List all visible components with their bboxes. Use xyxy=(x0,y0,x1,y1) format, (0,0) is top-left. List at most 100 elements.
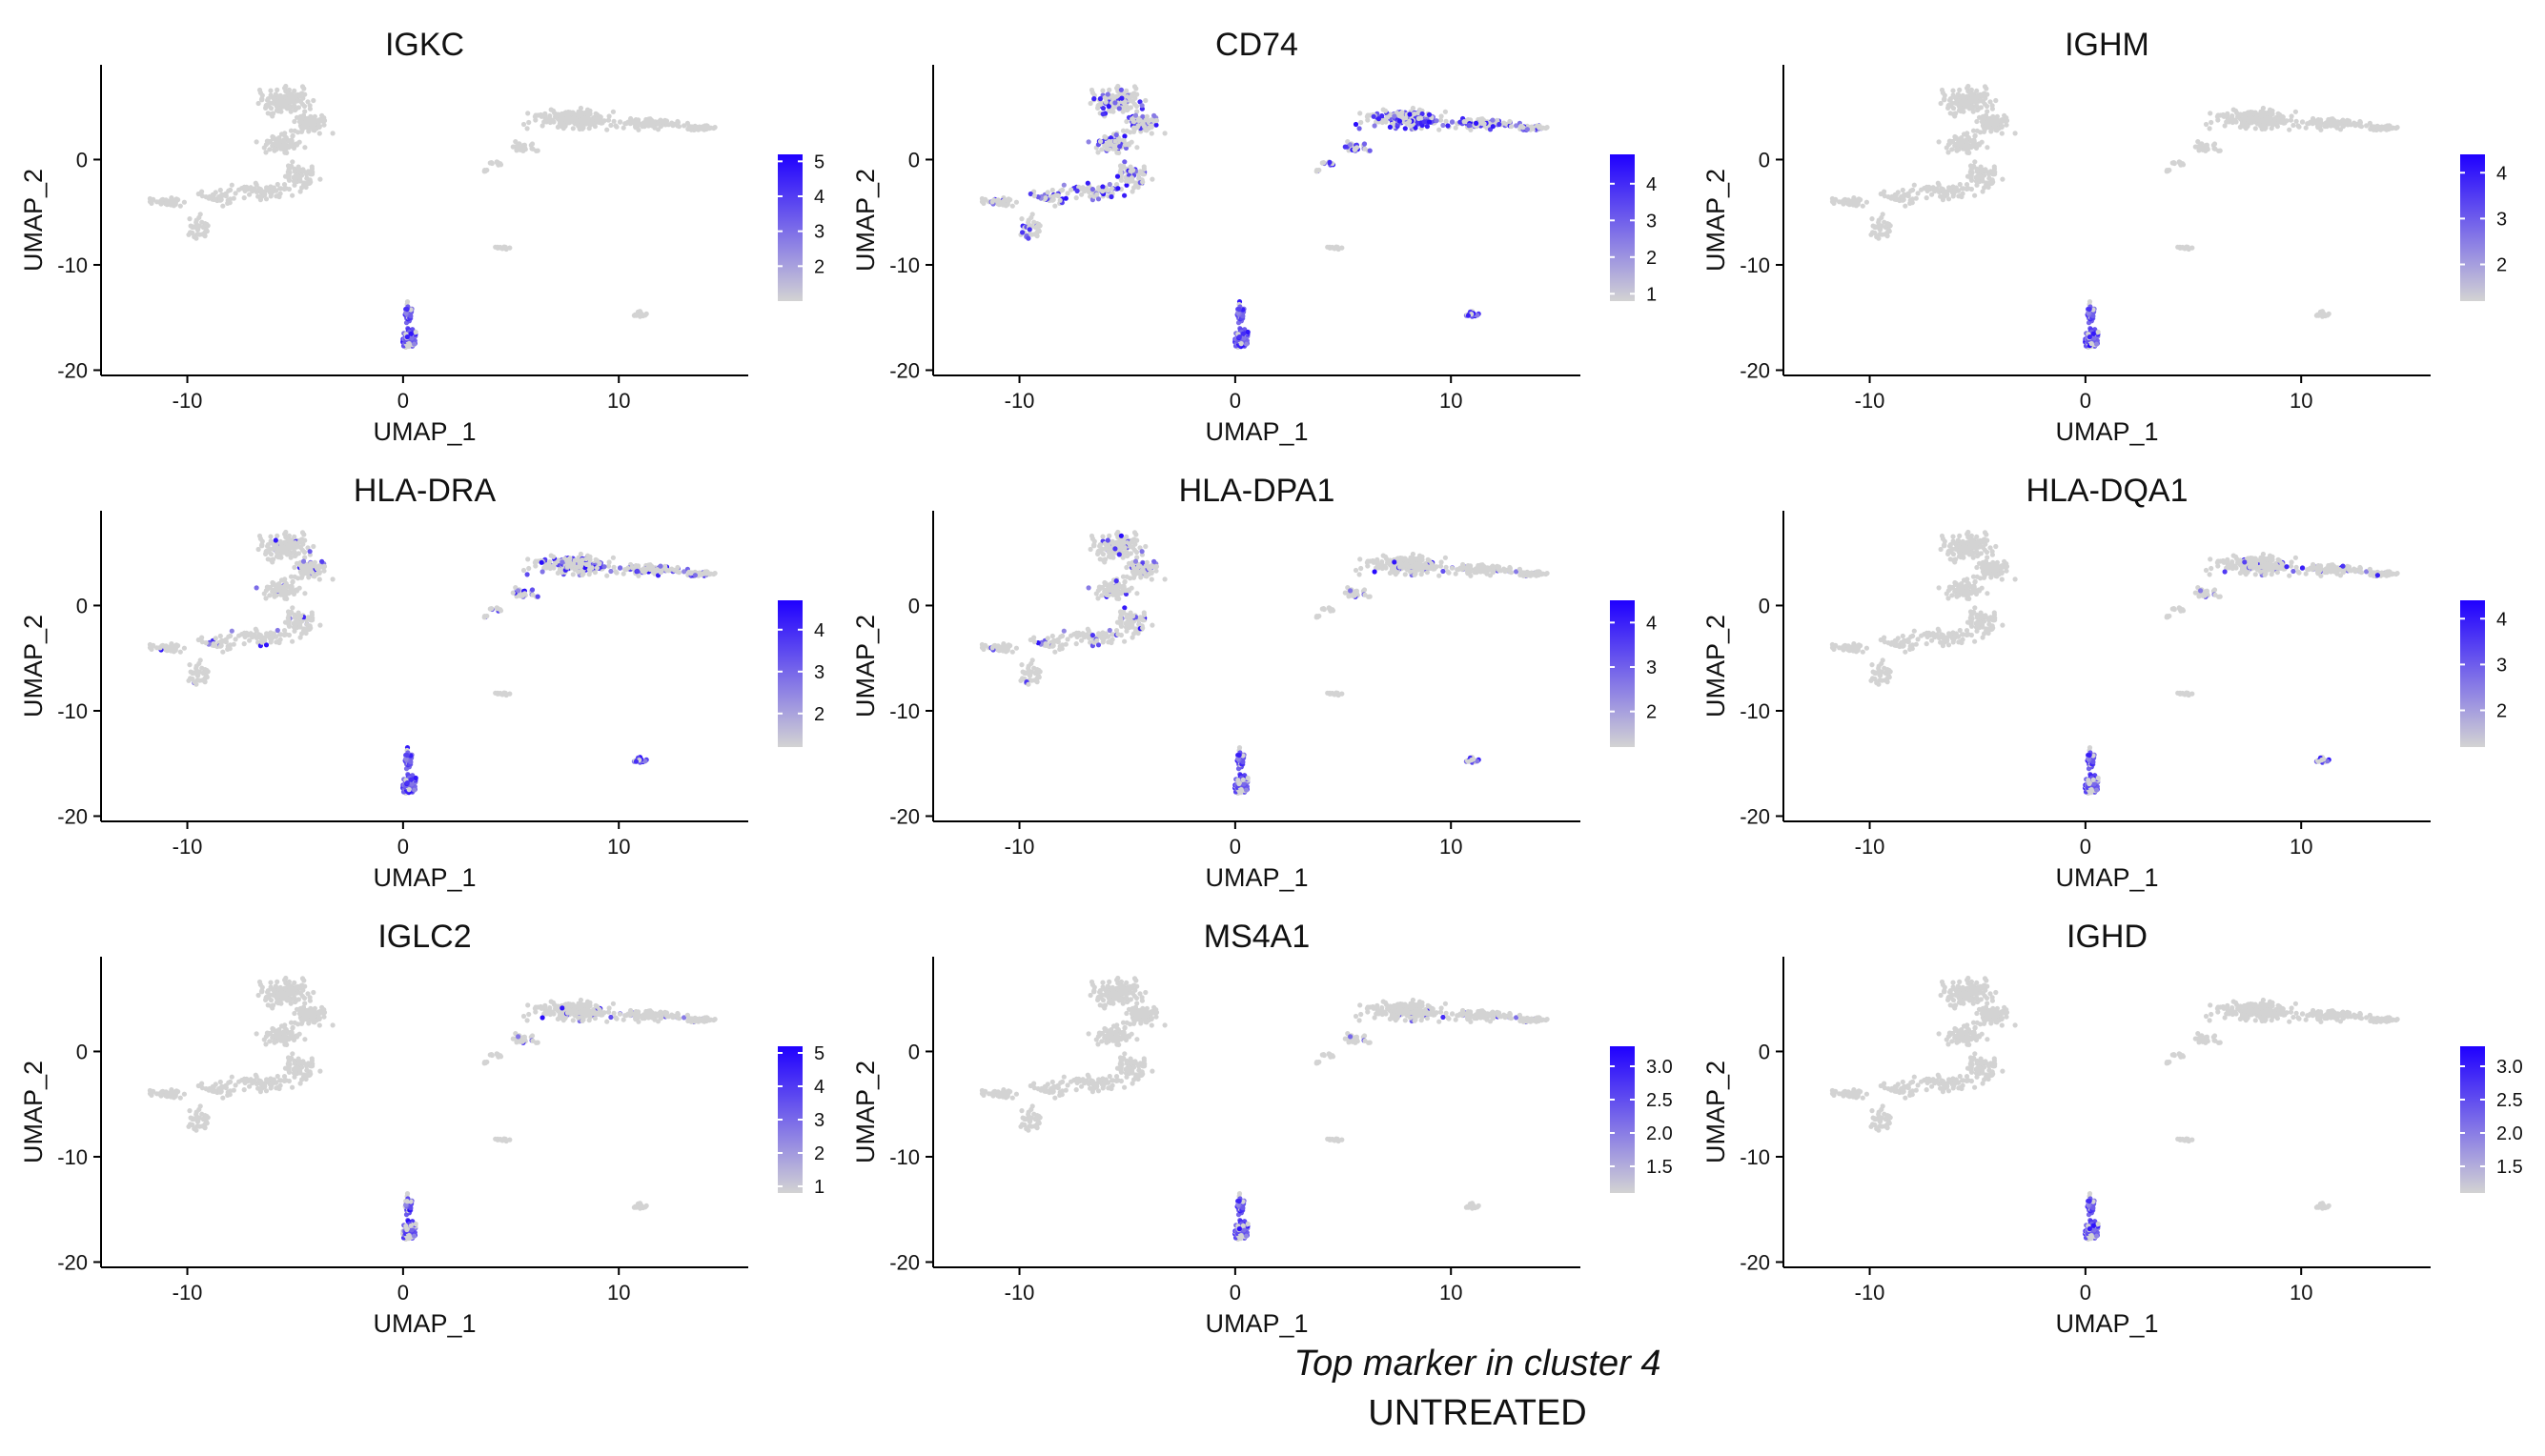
cell-point xyxy=(292,118,297,125)
cell-point xyxy=(2257,118,2263,124)
cell-point xyxy=(555,124,561,130)
cell-point xyxy=(1099,593,1105,598)
cell-point xyxy=(1106,550,1111,556)
y-tick-label: -20 xyxy=(57,804,88,828)
cell-point xyxy=(188,676,193,681)
cell-point xyxy=(1153,563,1160,570)
cell-point xyxy=(530,146,536,152)
cell-point xyxy=(1132,95,1138,101)
cell-point xyxy=(1985,184,1991,191)
cell-point xyxy=(193,219,199,225)
cell-point xyxy=(1952,94,1958,101)
cell-point xyxy=(712,571,718,576)
cell-point xyxy=(1106,108,1112,113)
cell-point xyxy=(1107,181,1112,188)
cell-point xyxy=(268,557,274,563)
cell-point xyxy=(1029,212,1035,217)
y-tick-label: 0 xyxy=(76,148,88,172)
cell-point xyxy=(265,542,271,548)
axes: -10 0 100-10-20 xyxy=(1740,65,2431,413)
cell-point xyxy=(296,175,302,181)
cell-point xyxy=(525,556,531,562)
cell-point xyxy=(1120,128,1127,133)
cell-point xyxy=(658,563,663,569)
cell-point xyxy=(1000,648,1006,654)
cell-point xyxy=(295,615,301,620)
cell-point xyxy=(281,182,288,188)
cell-point xyxy=(1984,180,1989,186)
cell-point xyxy=(1130,571,1137,576)
cell-point xyxy=(1049,633,1055,639)
cell-point xyxy=(159,197,165,203)
cell-point xyxy=(1084,186,1089,192)
cell-point xyxy=(1076,630,1082,636)
cell-point xyxy=(1121,137,1127,143)
cell-point xyxy=(499,246,505,252)
cell-point xyxy=(279,104,285,110)
cell-point xyxy=(274,593,279,598)
cell-point xyxy=(289,583,295,589)
cell-point xyxy=(575,111,580,117)
cell-point xyxy=(2293,118,2299,124)
cell-point xyxy=(1959,193,1965,200)
cell-point xyxy=(2202,147,2208,152)
cell-point xyxy=(547,119,553,125)
cell-point xyxy=(271,580,276,586)
cell-point xyxy=(2374,127,2380,132)
cell-point xyxy=(262,637,268,643)
cell-point xyxy=(2177,159,2183,165)
cell-point xyxy=(252,186,257,192)
cell-point xyxy=(1105,537,1110,543)
cell-point xyxy=(1009,203,1015,209)
cell-point xyxy=(578,105,584,111)
cell-point xyxy=(1132,558,1139,564)
cell-point xyxy=(981,199,987,205)
cell-point xyxy=(277,186,283,192)
cell-point xyxy=(608,122,614,129)
cell-point xyxy=(1413,125,1418,131)
cell-point xyxy=(1850,202,1856,208)
cell-point xyxy=(1967,144,1973,150)
cell-point xyxy=(1991,166,1997,172)
cell-point xyxy=(181,645,187,651)
cell-point xyxy=(2371,125,2376,131)
cell-point xyxy=(1971,137,1977,143)
cell-point xyxy=(292,128,297,133)
cell-point xyxy=(664,121,670,128)
cell-point xyxy=(2284,118,2290,124)
cell-point xyxy=(1407,111,1413,117)
cell-point xyxy=(262,192,268,197)
cell-point xyxy=(1983,95,1988,101)
cell-point xyxy=(1085,180,1090,186)
cell-point xyxy=(1095,105,1101,111)
cell-point xyxy=(1089,536,1095,541)
cell-point xyxy=(535,594,540,599)
cell-point xyxy=(1479,116,1485,122)
cell-point xyxy=(300,541,306,547)
cell-point xyxy=(1474,120,1479,126)
cell-point xyxy=(1097,542,1103,548)
cell-point xyxy=(2380,125,2386,131)
cell-point xyxy=(2266,115,2271,121)
x-tick-label: -10 xyxy=(1855,389,1885,413)
cell-point xyxy=(571,115,577,121)
cell-point xyxy=(404,307,410,313)
cell-point xyxy=(286,87,292,92)
legend-tick-label: 3 xyxy=(1646,211,1657,232)
cell-point xyxy=(307,103,313,109)
cell-point xyxy=(244,184,250,190)
cell-point xyxy=(594,565,601,571)
cell-point xyxy=(305,545,311,551)
cell-point xyxy=(1987,99,1993,105)
cell-point xyxy=(291,549,296,555)
cell-point xyxy=(1926,184,1932,190)
cell-point xyxy=(1125,176,1130,182)
cell-point xyxy=(647,562,653,568)
cell-point xyxy=(1110,632,1115,637)
cell-point xyxy=(220,649,226,655)
cell-point xyxy=(2088,341,2094,347)
cell-point xyxy=(1084,632,1089,637)
cell-point xyxy=(540,569,545,575)
